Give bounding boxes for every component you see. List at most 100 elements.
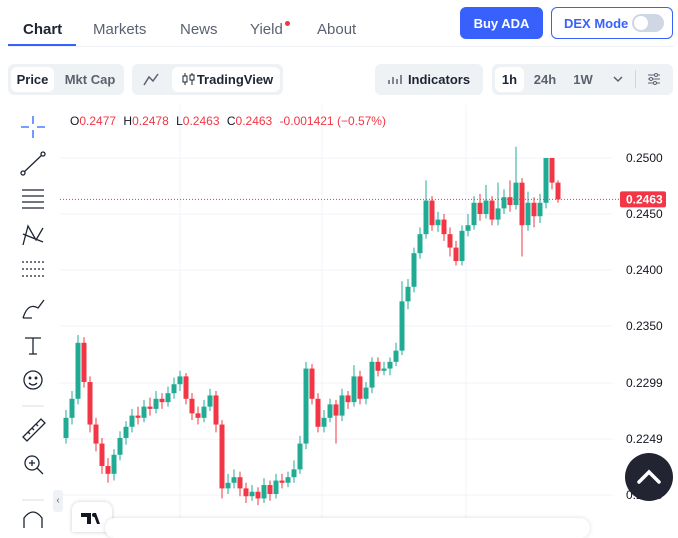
collapse-handle[interactable]: ‹ <box>53 490 63 512</box>
candle-body <box>255 491 261 499</box>
candle-body <box>129 415 135 427</box>
legend-value: 0.2463 <box>236 114 273 128</box>
candle-body <box>357 376 363 399</box>
candle-body <box>393 350 399 362</box>
indicators-button[interactable]: Indicators <box>375 64 483 95</box>
tradingview-button[interactable]: TradingView <box>172 67 280 92</box>
candle-body <box>291 469 297 478</box>
candle-body <box>267 485 273 494</box>
candle-body <box>141 406 147 418</box>
candle-body <box>423 200 429 235</box>
nav-tab[interactable]: Yield <box>250 21 283 38</box>
candle-body <box>507 197 513 206</box>
candle-body <box>519 182 525 226</box>
buy-button[interactable]: Buy ADA <box>460 7 543 39</box>
candle-body <box>327 404 333 418</box>
candle-body <box>501 197 507 209</box>
candle-body <box>381 368 387 371</box>
candle-body <box>213 395 219 425</box>
candle-body <box>441 219 447 235</box>
candle-body <box>429 200 435 226</box>
candle-body <box>297 443 303 470</box>
legend: O0.2477 H0.2478 L0.2463 C0.2463 -0.00142… <box>70 114 386 128</box>
candle-body <box>321 417 327 427</box>
line-tool[interactable] <box>22 153 44 174</box>
line-chart-icon[interactable] <box>143 72 159 86</box>
last-price-label: 0.2463 <box>626 192 663 206</box>
dex-toggle[interactable]: DEX Mode <box>551 7 673 39</box>
nav-tab[interactable]: Markets <box>93 21 147 38</box>
ruler-tool[interactable] <box>22 418 46 442</box>
legend-value: 0.2478 <box>132 114 169 128</box>
candle-body <box>261 485 267 499</box>
legend-change: -0.001421 (−0.57%) <box>280 114 386 128</box>
legend-key: L <box>176 114 183 128</box>
candle-body <box>231 477 237 483</box>
legend-key: O <box>70 114 79 128</box>
candle-body <box>405 286 411 302</box>
candle-body <box>387 361 393 369</box>
candle-body <box>399 301 405 351</box>
candle-body <box>219 424 225 489</box>
interval-button[interactable]: 24h <box>533 72 557 87</box>
candle-body <box>471 202 477 226</box>
candle-body <box>447 234 453 248</box>
candle-body <box>513 182 519 206</box>
candle-body <box>531 202 537 217</box>
candle-body <box>333 404 339 416</box>
y-tick-label: 0.2500 <box>626 151 663 165</box>
mktcap-button[interactable]: Mkt Cap <box>64 72 116 87</box>
candle-body <box>207 395 213 407</box>
candle-body <box>111 454 117 474</box>
candle-body <box>99 443 105 466</box>
interval-button[interactable]: 1h <box>495 67 524 92</box>
settings-icon[interactable] <box>647 72 661 86</box>
candle-body <box>489 200 495 220</box>
text-tool[interactable] <box>25 337 41 355</box>
pattern-tool[interactable] <box>22 224 44 246</box>
crosshair-tool[interactable] <box>21 116 45 138</box>
y-tick-label: 0.2450 <box>626 207 663 221</box>
candle-body <box>189 398 195 414</box>
candle-body <box>285 477 291 483</box>
tv-logo-mark <box>81 513 100 524</box>
nav-tab[interactable]: Chart <box>23 21 63 38</box>
brush-tool[interactable] <box>22 299 45 319</box>
grid: 0.25000.24500.24000.23500.22990.22490.21… <box>60 151 663 502</box>
candle-body <box>411 253 417 287</box>
dropdown-icon[interactable] <box>612 74 624 84</box>
emoji-tool[interactable] <box>23 370 43 390</box>
candle-body <box>483 200 489 214</box>
candle-body <box>135 415 141 418</box>
candle-body <box>309 368 315 399</box>
candle-body <box>159 398 165 403</box>
toggle-track <box>632 14 664 32</box>
channel-tool[interactable] <box>22 189 44 209</box>
candle-body <box>117 437 123 455</box>
candle-body <box>435 219 441 226</box>
last-price-box <box>620 191 666 208</box>
zoom-tool[interactable] <box>24 455 40 471</box>
candle-body <box>153 398 159 409</box>
candle-body <box>63 417 69 438</box>
interval-button[interactable]: 1W <box>573 72 593 87</box>
candle-body <box>165 393 171 403</box>
nav-tab[interactable]: About <box>317 21 357 38</box>
indicators-icon <box>388 75 402 84</box>
overlay: 0.2463 <box>60 191 666 208</box>
legend-key: C <box>227 114 236 128</box>
magnet-tool[interactable] <box>23 511 43 528</box>
nav-tab[interactable]: News <box>180 21 218 38</box>
candle-body <box>453 247 459 262</box>
price-button[interactable]: Price <box>11 67 54 92</box>
scroll-top-button[interactable] <box>625 453 673 501</box>
legend-value: 0.2463 <box>183 114 220 128</box>
notification-dot <box>285 21 290 26</box>
candle-icon <box>182 73 195 85</box>
divider <box>635 70 636 88</box>
candle-body <box>183 376 189 399</box>
drawing-toolbar <box>20 116 46 528</box>
candle-body <box>273 480 279 494</box>
